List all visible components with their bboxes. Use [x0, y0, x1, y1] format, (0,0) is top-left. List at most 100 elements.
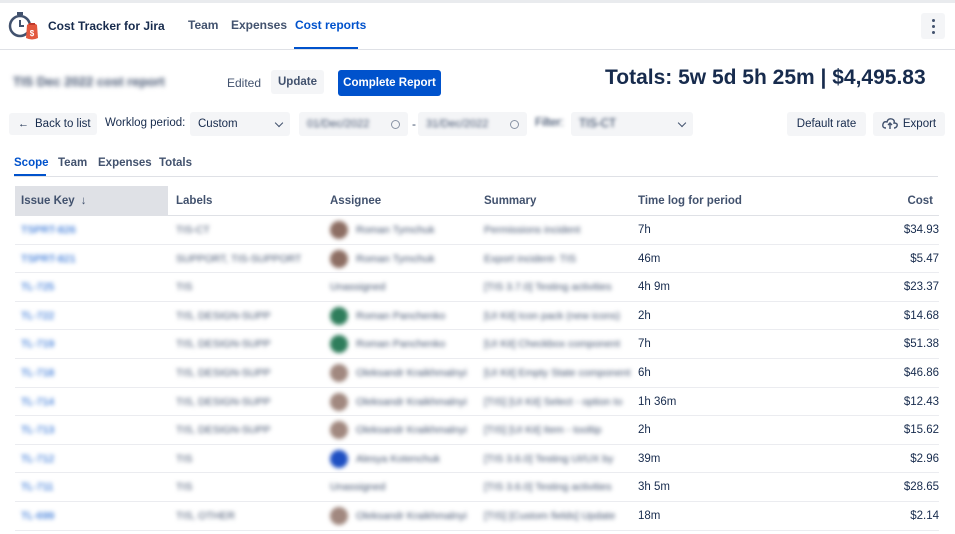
clear-date-from-icon[interactable]: [391, 120, 400, 129]
cloud-upload-icon: [881, 118, 898, 129]
issue-key-link[interactable]: TL-712: [21, 452, 55, 465]
table-row[interactable]: TL-714 TIS, DESIGN-SUPP Oleksandr Kraikhma…: [15, 388, 939, 417]
cost-cell: $15.62: [903, 424, 939, 437]
time-log-cell: 1h 36m: [638, 395, 677, 408]
worklog-period-label: Worklog period:: [105, 117, 186, 129]
issue-key-link[interactable]: TL-713: [21, 424, 55, 437]
subtab-totals[interactable]: Totals: [159, 157, 193, 169]
subtab-scope[interactable]: Scope: [14, 157, 49, 169]
issue-key-link[interactable]: TL-725: [21, 281, 55, 294]
avatar: [330, 221, 348, 239]
app-header: $ Cost Tracker for Jira Team Expenses Co…: [0, 3, 955, 50]
nav-tab-cost-reports[interactable]: Cost reports: [295, 18, 367, 32]
issue-key-link[interactable]: TSPRT-826: [21, 224, 76, 236]
assignee-name: Oleksandr Kraikhmalnyi: [356, 424, 467, 437]
time-log-cell: 7h: [638, 224, 651, 236]
column-header-assignee[interactable]: Assignee: [330, 195, 382, 207]
time-log-cell: 2h: [638, 424, 651, 437]
clear-date-to-icon[interactable]: [510, 120, 519, 129]
table-row[interactable]: TL-719 TIS, DESIGN-SUPP Roman Panchenko [UI…: [15, 330, 939, 359]
assignee-cell: Alesya Kotenchuk: [330, 445, 480, 473]
table-header: Issue Key ↓ Labels Assignee Summary Time…: [15, 186, 939, 216]
report-title[interactable]: TIS Dec 2022 cost report: [13, 74, 165, 89]
column-header-cost[interactable]: Cost: [907, 195, 933, 207]
issue-key-link[interactable]: TL-714: [21, 395, 55, 408]
export-button[interactable]: Export: [873, 112, 945, 136]
date-from-field[interactable]: 01/Dec/2022: [299, 112, 408, 136]
cost-report-table: Issue Key ↓ Labels Assignee Summary Time…: [15, 186, 939, 531]
time-log-cell: 4h 9m: [638, 281, 670, 294]
avatar: [330, 306, 348, 325]
issue-key-link[interactable]: TL-722: [21, 309, 55, 322]
labels-cell: TIS-CT: [176, 224, 210, 236]
column-header-labels[interactable]: Labels: [176, 195, 213, 207]
edited-status: Edited: [227, 76, 262, 90]
avatar: [330, 249, 348, 268]
table-row[interactable]: TSPRT-821 SUPPORT, TIS-SUPPORT Roman Tymch…: [15, 245, 939, 274]
table-row[interactable]: TL-711 TIS Unassigned [TIS 3.6.0] Testing a…: [15, 473, 939, 502]
summary-cell: [TIS] [Custom fields] Update: [484, 509, 616, 522]
back-to-list-label: Back to list: [35, 118, 91, 130]
cost-cell: $14.68: [903, 309, 939, 322]
column-header-time-log[interactable]: Time log for period: [638, 195, 742, 207]
issue-key-link[interactable]: TL-699: [21, 509, 55, 522]
subtab-team[interactable]: Team: [58, 157, 88, 169]
cost-cell: $12.43: [903, 395, 939, 408]
assignee-cell: Roman Tymchuk: [330, 245, 480, 273]
issue-key-link[interactable]: TL-711: [21, 481, 54, 494]
assignee-cell: Oleksandr Kraikhmalnyi: [330, 502, 480, 530]
table-row[interactable]: TL-718 TIS, DESIGN-SUPP Oleksandr Kraikhma…: [15, 359, 939, 388]
time-log-cell: 6h: [638, 366, 651, 379]
avatar: [330, 392, 348, 411]
issue-key-link[interactable]: TL-718: [21, 366, 55, 379]
time-log-cell: 18m: [638, 509, 661, 522]
summary-cell: Permissions incident: [484, 224, 581, 236]
avatar: [330, 449, 348, 468]
table-row[interactable]: TL-712 TIS Alesya Kotenchuk [TIS 3.6.0] Tes…: [15, 445, 939, 474]
table-body: TSPRT-826 TIS-CT Roman Tymchuk Permissions …: [15, 216, 939, 531]
table-row[interactable]: TL-713 TIS, DESIGN-SUPP Oleksandr Kraikhma…: [15, 416, 939, 445]
summary-cell: [UI Kit] Empty State component: [484, 366, 631, 379]
nav-tab-team[interactable]: Team: [188, 18, 219, 32]
column-header-summary[interactable]: Summary: [484, 195, 537, 207]
filter-select[interactable]: TIS-CT: [571, 112, 693, 136]
cost-cell: $51.38: [903, 338, 939, 351]
labels-cell: SUPPORT, TIS-SUPPORT: [176, 252, 302, 265]
table-row[interactable]: TL-699 TIS, OTHER Oleksandr Kraikhmalnyi [T…: [15, 502, 939, 531]
assignee-cell: Oleksandr Kraikhmalnyi: [330, 359, 480, 387]
assignee-name: Oleksandr Kraikhmalnyi: [356, 395, 467, 408]
worklog-period-value: Custom: [198, 118, 238, 130]
worklog-period-select[interactable]: Custom: [190, 112, 290, 136]
summary-cell: [TIS 3.6.0] Testing activities: [484, 481, 612, 494]
issue-key-header-label: Issue Key: [21, 195, 75, 207]
column-header-issue-key[interactable]: Issue Key ↓: [15, 186, 168, 216]
subtab-active-indicator: [14, 174, 46, 176]
date-to-field[interactable]: 31/Dec/2022: [418, 112, 527, 136]
cost-cell: $46.86: [903, 366, 939, 379]
table-row[interactable]: TSPRT-826 TIS-CT Roman Tymchuk Permissions …: [15, 216, 939, 245]
summary-cell: [UI Kit] Checkbox component: [484, 338, 620, 351]
nav-tab-expenses[interactable]: Expenses: [231, 18, 288, 32]
assignee-name: Oleksandr Kraikhmalnyi: [356, 366, 467, 379]
labels-cell: TIS, OTHER: [176, 509, 235, 522]
time-log-cell: 3h 5m: [638, 481, 670, 494]
assignee-name: Roman Tymchuk: [356, 224, 435, 236]
table-row[interactable]: TL-722 TIS, DESIGN-SUPP Roman Panchenko [UI…: [15, 302, 939, 331]
assignee-cell: Unassigned: [330, 473, 480, 501]
labels-cell: TIS: [176, 452, 193, 465]
date-from-value: 01/Dec/2022: [307, 118, 370, 130]
default-rate-button[interactable]: Default rate: [787, 112, 866, 136]
issue-key-link[interactable]: TSPRT-821: [21, 252, 76, 265]
labels-cell: TIS, DESIGN-SUPP: [176, 338, 271, 351]
chevron-down-icon: [677, 118, 687, 128]
report-totals: Totals: 5w 5d 5h 25m | $4,495.83: [605, 66, 926, 89]
update-button[interactable]: Update: [271, 70, 324, 94]
more-vertical-icon[interactable]: [921, 13, 945, 39]
summary-cell: Export incident- TIS: [484, 252, 577, 265]
complete-report-button[interactable]: Complete Report: [338, 70, 441, 96]
summary-cell: [TIS 3.6.0] Testing UI/UX by: [484, 452, 614, 465]
table-row[interactable]: TL-725 TIS Unassigned [TIS 3.7.0] Testing a…: [15, 273, 939, 302]
back-to-list-button[interactable]: ← Back to list: [9, 113, 97, 135]
issue-key-link[interactable]: TL-719: [21, 338, 55, 351]
subtab-expenses[interactable]: Expenses: [98, 157, 152, 169]
